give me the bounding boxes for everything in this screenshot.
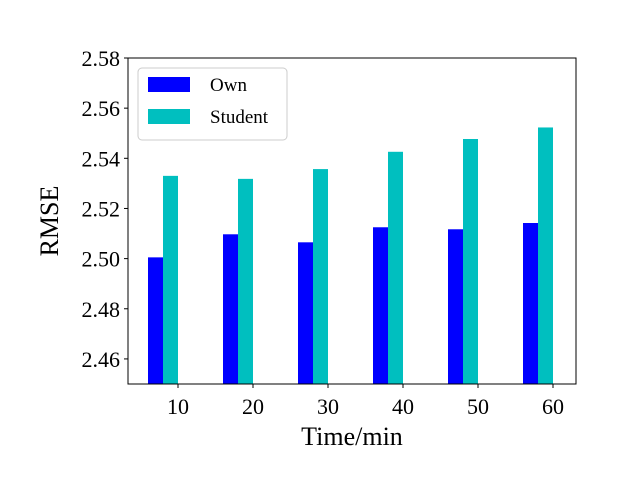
bar-student-60 — [538, 127, 553, 384]
bar-student-20 — [238, 178, 253, 384]
y-tick-label-2.48: 2.48 — [82, 297, 121, 322]
legend-label-student: Student — [210, 107, 269, 128]
y-tick-label-2.54: 2.54 — [82, 146, 121, 171]
legend: Own Student — [137, 67, 288, 141]
x-tick-label-10: 10 — [167, 394, 189, 419]
x-tick-label-50: 50 — [467, 394, 489, 419]
x-axis-title: Time/min — [301, 422, 403, 451]
x-tick-label-60: 60 — [542, 394, 564, 419]
bar-student-10 — [163, 175, 178, 384]
x-tick-label-30: 30 — [317, 394, 339, 419]
legend-label-own: Own — [210, 75, 247, 96]
x-tick-label-40: 40 — [392, 394, 414, 419]
y-axis: 2.46 2.48 2.50 2.52 2.54 2.56 2.58 — [82, 46, 128, 372]
legend-swatch-student — [148, 109, 190, 124]
y-axis-title: RMSE — [35, 186, 64, 257]
bar-student-50 — [463, 138, 478, 384]
bar-own-20 — [223, 234, 238, 384]
y-tick-label-2.58: 2.58 — [82, 46, 121, 71]
y-tick-label-2.52: 2.52 — [82, 196, 121, 221]
y-tick-label-2.50: 2.50 — [82, 247, 121, 272]
x-tick-label-20: 20 — [242, 394, 264, 419]
bar-own-30 — [298, 242, 313, 384]
bar-own-40 — [373, 227, 388, 384]
bar-own-50 — [448, 229, 463, 384]
legend-swatch-own — [148, 77, 190, 92]
bar-own-10 — [148, 257, 163, 384]
plot-area-frame — [127, 57, 577, 385]
bar-own-60 — [523, 223, 538, 384]
y-tick-label-2.56: 2.56 — [82, 96, 121, 121]
x-axis: 10 20 30 40 50 60 — [167, 384, 564, 419]
bar-student-40 — [388, 151, 403, 384]
y-tick-label-2.46: 2.46 — [82, 347, 121, 372]
bar-student-30 — [313, 169, 328, 384]
bars-layer — [148, 127, 553, 384]
